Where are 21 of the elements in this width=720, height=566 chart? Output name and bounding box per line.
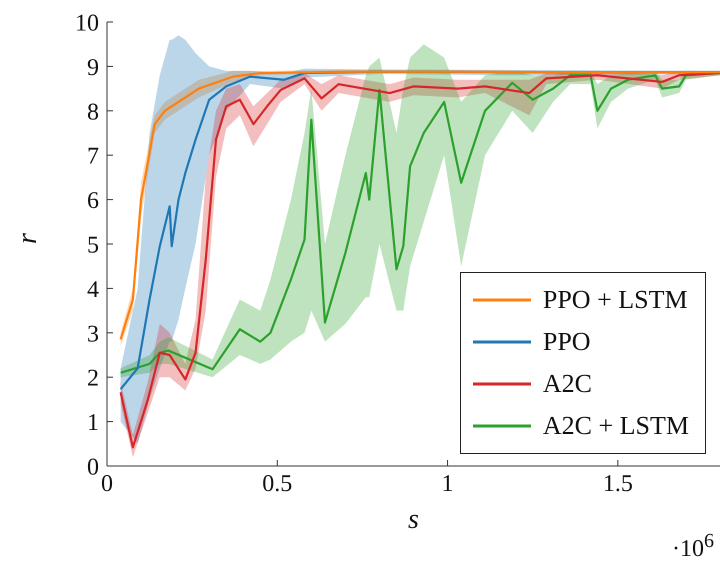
legend-label: PPO [542,326,591,358]
x-tick-label: 0.5 [262,471,292,498]
y-tick-label: 5 [87,232,99,259]
y-tick-label: 3 [87,321,99,348]
y-axis-title: r [12,233,43,244]
x-axis-title: s [408,504,420,535]
y-tick-label: 2 [87,366,99,392]
y-tick-label: 7 [87,144,99,170]
x-tick-label: 1.5 [602,471,633,498]
text: ·10$^{6}$ [672,529,714,562]
x-tick-label: 1 [442,471,454,498]
legend-label: A2C [542,368,592,400]
y-tick-label: 10 [75,10,99,37]
legend-label: PPO + LSTM [542,284,688,316]
y-tick-label: 8 [87,99,99,126]
y-tick-label: 0 [87,454,99,481]
y-tick-label: 6 [87,188,99,214]
y-tick-label: 9 [87,54,99,81]
y-tick-label: 1 [87,410,99,436]
legend-label: A2C + LSTM [542,410,689,442]
y-tick-label: 4 [87,276,99,303]
